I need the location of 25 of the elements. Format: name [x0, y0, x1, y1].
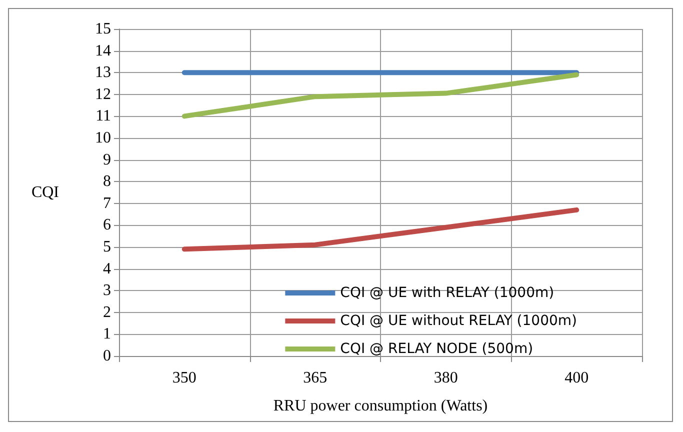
y-tick-label: 3 — [103, 282, 111, 300]
y-tick-label: 8 — [103, 173, 111, 190]
x-axis-title: RRU power consumption (Watts) — [273, 398, 488, 414]
y-tick-label: 9 — [103, 151, 111, 168]
x-tick-label: 365 — [303, 370, 328, 386]
legend-label: CQI @ UE without RELAY (1000m) — [340, 313, 578, 329]
y-tick-label: 5 — [103, 238, 111, 256]
x-tick-label: 350 — [172, 370, 196, 386]
y-axis-title: CQI — [31, 184, 59, 201]
y-tick-label: 13 — [95, 64, 111, 82]
y-tick-label: 7 — [103, 194, 111, 212]
y-tick-label: 14 — [95, 42, 111, 60]
legend-label: CQI @ RELAY NODE (500m) — [340, 341, 534, 357]
y-tick-label: 0 — [103, 348, 111, 364]
y-tick-label: 10 — [95, 130, 111, 146]
legend-label: CQI @ UE with RELAY (1000m) — [340, 285, 554, 301]
y-tick-label: 15 — [95, 20, 111, 38]
y-tick-label: 2 — [103, 304, 111, 321]
y-tick-label: 11 — [96, 108, 111, 125]
y-tick-label: 12 — [95, 86, 111, 103]
y-tick-label: 4 — [103, 260, 111, 278]
y-tick-label: 6 — [103, 216, 111, 234]
x-tick-label: 400 — [564, 370, 589, 386]
x-tick-label: 380 — [434, 370, 458, 386]
y-tick-label: 1 — [103, 326, 111, 343]
